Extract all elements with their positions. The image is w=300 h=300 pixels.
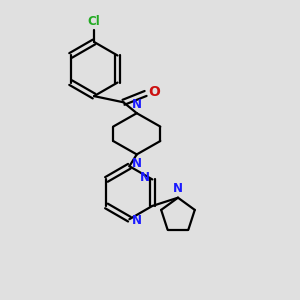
Text: N: N [132, 158, 142, 170]
Text: O: O [148, 85, 160, 99]
Text: N: N [132, 214, 142, 226]
Text: N: N [132, 98, 142, 111]
Text: N: N [173, 182, 183, 195]
Text: Cl: Cl [88, 15, 100, 28]
Text: N: N [140, 172, 149, 184]
